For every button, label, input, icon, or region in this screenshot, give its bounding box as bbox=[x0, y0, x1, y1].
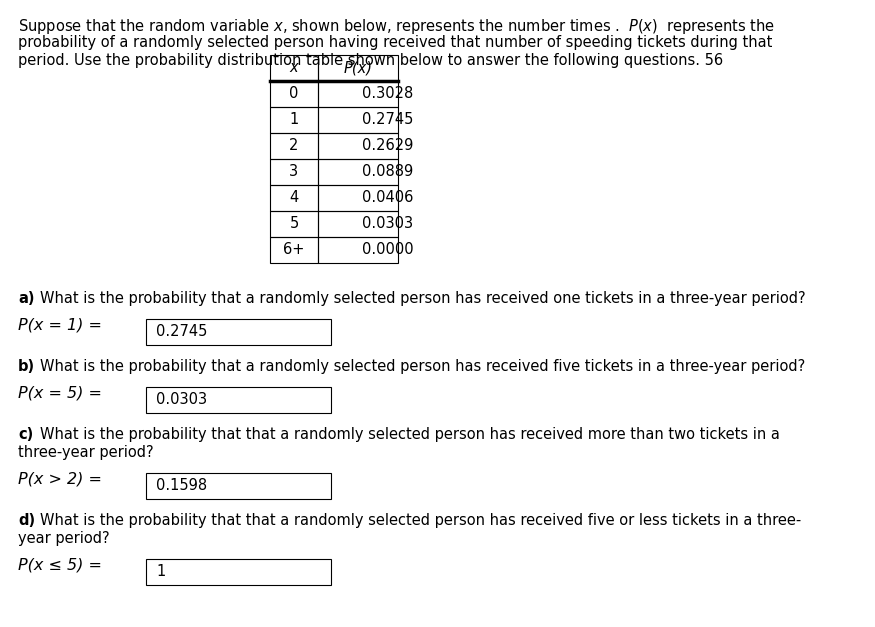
Text: What is the probability that a randomly selected person has received one tickets: What is the probability that a randomly … bbox=[40, 291, 806, 306]
Text: 2: 2 bbox=[290, 139, 298, 154]
Bar bbox=[270, 81, 318, 107]
Text: a): a) bbox=[18, 291, 34, 306]
Text: 0.0889: 0.0889 bbox=[362, 164, 413, 179]
Text: P(x): P(x) bbox=[344, 60, 373, 75]
Bar bbox=[318, 237, 398, 263]
Bar bbox=[146, 319, 331, 345]
Text: Suppose that the random variable $x$, shown below, represents the number times .: Suppose that the random variable $x$, sh… bbox=[18, 17, 775, 36]
Text: 6+: 6+ bbox=[284, 243, 304, 258]
Text: P(x ≤ 5) =: P(x ≤ 5) = bbox=[18, 557, 102, 572]
Text: 0.2745: 0.2745 bbox=[156, 325, 207, 339]
Text: What is the probability that a randomly selected person has received five ticket: What is the probability that a randomly … bbox=[40, 359, 805, 374]
Bar bbox=[270, 55, 318, 81]
Bar bbox=[270, 107, 318, 133]
Text: c): c) bbox=[18, 427, 33, 442]
Text: 0.0000: 0.0000 bbox=[362, 243, 414, 258]
Bar bbox=[318, 185, 398, 211]
Text: What is the probability that that a randomly selected person has received more t: What is the probability that that a rand… bbox=[40, 427, 780, 442]
Text: P(x > 2) =: P(x > 2) = bbox=[18, 471, 102, 486]
Text: 4: 4 bbox=[290, 191, 298, 206]
Text: 0.0303: 0.0303 bbox=[362, 216, 413, 231]
Text: 1: 1 bbox=[290, 112, 298, 127]
Text: P(x = 5) =: P(x = 5) = bbox=[18, 385, 102, 400]
Bar bbox=[270, 185, 318, 211]
Bar bbox=[270, 133, 318, 159]
Bar bbox=[318, 133, 398, 159]
Bar bbox=[318, 159, 398, 185]
Text: 0.2629: 0.2629 bbox=[362, 139, 413, 154]
Text: b): b) bbox=[18, 359, 35, 374]
Text: 3: 3 bbox=[290, 164, 298, 179]
Text: P(x = 1) =: P(x = 1) = bbox=[18, 317, 102, 332]
Bar bbox=[318, 81, 398, 107]
Bar bbox=[270, 237, 318, 263]
Text: x: x bbox=[290, 60, 298, 75]
Text: probability of a randomly selected person having received that number of speedin: probability of a randomly selected perso… bbox=[18, 35, 773, 50]
Bar bbox=[318, 107, 398, 133]
Text: 0: 0 bbox=[290, 87, 298, 102]
Bar bbox=[146, 387, 331, 413]
Bar bbox=[270, 211, 318, 237]
Text: d): d) bbox=[18, 513, 35, 528]
Text: 0.1598: 0.1598 bbox=[156, 478, 207, 493]
Text: What is the probability that that a randomly selected person has received five o: What is the probability that that a rand… bbox=[40, 513, 802, 528]
Text: three-year period?: three-year period? bbox=[18, 445, 154, 460]
Bar bbox=[146, 473, 331, 499]
Bar bbox=[318, 211, 398, 237]
Text: year period?: year period? bbox=[18, 531, 109, 546]
Text: 0.3028: 0.3028 bbox=[362, 87, 413, 102]
Text: 0.0406: 0.0406 bbox=[362, 191, 413, 206]
Bar bbox=[146, 559, 331, 585]
Text: 0.0303: 0.0303 bbox=[156, 393, 207, 408]
Text: 0.2745: 0.2745 bbox=[362, 112, 413, 127]
Bar bbox=[318, 55, 398, 81]
Text: period. Use the probability distribution table shown below to answer the followi: period. Use the probability distribution… bbox=[18, 53, 723, 68]
Text: 5: 5 bbox=[290, 216, 298, 231]
Bar bbox=[270, 159, 318, 185]
Text: 1: 1 bbox=[156, 564, 165, 579]
